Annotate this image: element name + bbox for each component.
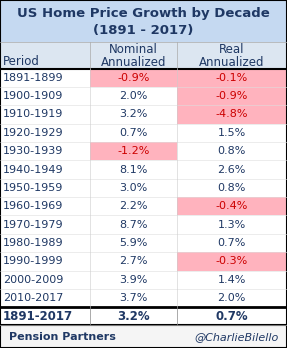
Text: 1.4%: 1.4% — [218, 275, 246, 285]
Text: 0.7%: 0.7% — [119, 128, 148, 138]
Text: 2.6%: 2.6% — [218, 165, 246, 175]
Text: 2010-2017: 2010-2017 — [3, 293, 63, 303]
Text: 1900-1909: 1900-1909 — [3, 91, 63, 101]
Text: Real: Real — [219, 43, 245, 56]
Bar — [0, 234, 287, 252]
Text: 1920-1929: 1920-1929 — [3, 128, 63, 138]
Text: 1910-1919: 1910-1919 — [3, 110, 63, 119]
Text: 3.0%: 3.0% — [119, 183, 148, 193]
Bar — [0, 124, 287, 142]
Bar — [90, 69, 177, 87]
Bar — [90, 142, 177, 160]
Text: 1.5%: 1.5% — [218, 128, 246, 138]
Text: 1980-1989: 1980-1989 — [3, 238, 63, 248]
Text: -4.8%: -4.8% — [216, 110, 248, 119]
Text: 8.7%: 8.7% — [119, 220, 148, 230]
Bar — [177, 69, 287, 87]
Bar — [0, 197, 287, 215]
Text: 5.9%: 5.9% — [119, 238, 148, 248]
Bar — [177, 252, 287, 270]
Text: Annualized: Annualized — [199, 56, 265, 69]
Text: 1891-1899: 1891-1899 — [3, 73, 63, 83]
Bar — [0, 215, 287, 234]
Text: -0.9%: -0.9% — [117, 73, 150, 83]
Text: 2.0%: 2.0% — [119, 91, 148, 101]
Text: 0.8%: 0.8% — [218, 146, 246, 156]
Text: -0.9%: -0.9% — [216, 91, 248, 101]
Bar — [0, 289, 287, 307]
Text: 8.1%: 8.1% — [119, 165, 148, 175]
Text: 1960-1969: 1960-1969 — [3, 201, 63, 211]
Bar — [0, 42, 287, 69]
Bar — [0, 69, 287, 87]
Text: 0.8%: 0.8% — [218, 183, 246, 193]
Bar — [177, 197, 287, 215]
Bar — [0, 87, 287, 105]
Bar — [0, 160, 287, 179]
Text: 2000-2009: 2000-2009 — [3, 275, 63, 285]
Text: 1950-1959: 1950-1959 — [3, 183, 63, 193]
Text: 3.9%: 3.9% — [119, 275, 148, 285]
Text: Period: Period — [3, 55, 40, 68]
Text: 3.2%: 3.2% — [119, 110, 148, 119]
Bar — [0, 179, 287, 197]
Bar — [0, 142, 287, 160]
Bar — [0, 252, 287, 270]
Text: -0.4%: -0.4% — [216, 201, 248, 211]
Text: -0.1%: -0.1% — [216, 73, 248, 83]
Text: 0.7%: 0.7% — [218, 238, 246, 248]
Text: Pension Partners: Pension Partners — [9, 332, 115, 342]
Bar — [0, 0, 287, 42]
Text: 2.2%: 2.2% — [119, 201, 148, 211]
Text: 2.7%: 2.7% — [119, 256, 148, 266]
Bar — [0, 307, 287, 325]
Bar — [177, 87, 287, 105]
Text: US Home Price Growth by Decade: US Home Price Growth by Decade — [17, 7, 270, 20]
Text: 1940-1949: 1940-1949 — [3, 165, 63, 175]
Text: 2.0%: 2.0% — [218, 293, 246, 303]
Text: 1.3%: 1.3% — [218, 220, 246, 230]
Text: Annualized: Annualized — [101, 56, 166, 69]
Text: 1891-2017: 1891-2017 — [3, 310, 73, 323]
Bar — [177, 105, 287, 124]
Text: Nominal: Nominal — [109, 43, 158, 56]
Text: (1891 - 2017): (1891 - 2017) — [93, 24, 194, 37]
Text: @CharlieBilello: @CharlieBilello — [194, 332, 278, 342]
Text: 3.2%: 3.2% — [117, 310, 150, 323]
Bar — [0, 105, 287, 124]
Text: 1930-1939: 1930-1939 — [3, 146, 63, 156]
Text: -0.3%: -0.3% — [216, 256, 248, 266]
Text: 1990-1999: 1990-1999 — [3, 256, 63, 266]
Text: 0.7%: 0.7% — [216, 310, 248, 323]
Text: -1.2%: -1.2% — [117, 146, 150, 156]
Bar — [0, 325, 287, 348]
Bar — [0, 270, 287, 289]
Text: 3.7%: 3.7% — [119, 293, 148, 303]
Text: 1970-1979: 1970-1979 — [3, 220, 63, 230]
